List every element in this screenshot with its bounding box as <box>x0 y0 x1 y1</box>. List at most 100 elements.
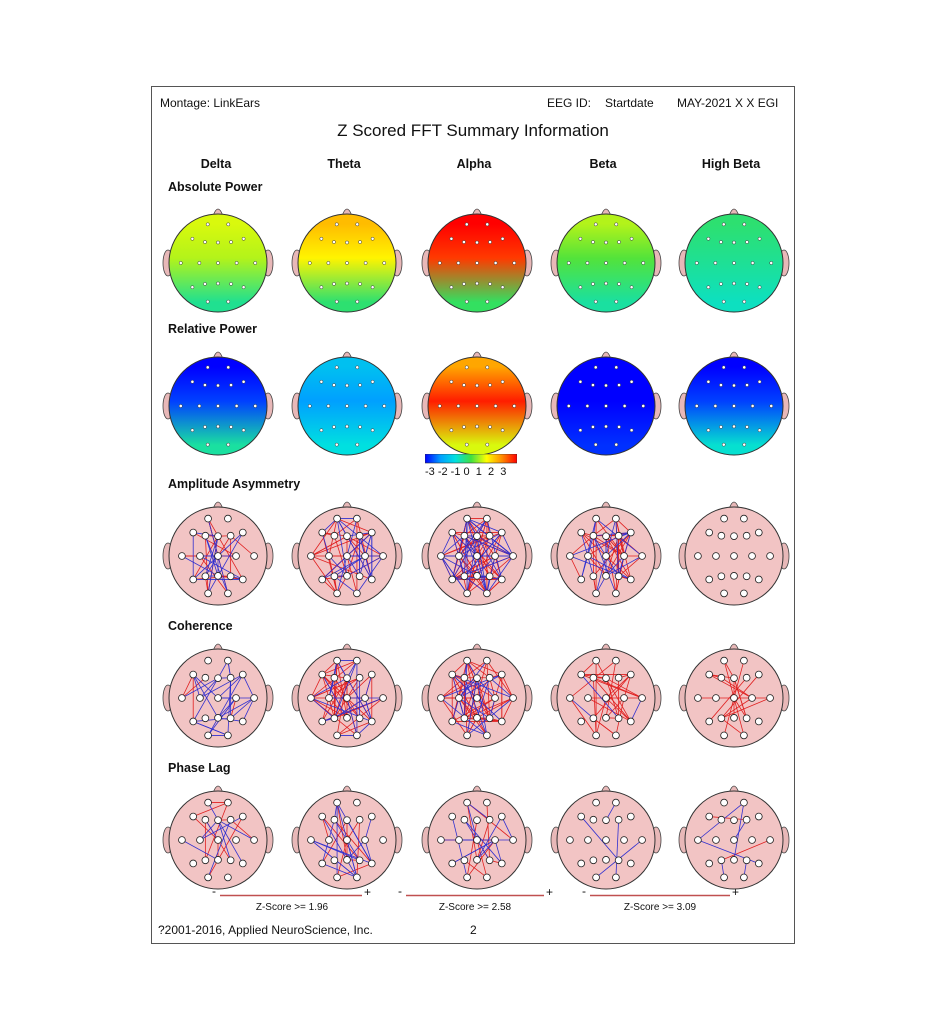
positive-link <box>181 674 194 699</box>
negative-link <box>207 674 244 736</box>
electrode-node <box>343 816 351 824</box>
electrode-node <box>238 812 247 821</box>
electrode-node <box>226 856 235 865</box>
electrode-node <box>204 589 212 598</box>
electrode-node <box>742 572 751 581</box>
electrode-dot <box>449 428 454 433</box>
electrode-dot <box>203 282 207 286</box>
negative-link <box>181 677 219 699</box>
electrode-node <box>473 714 481 722</box>
electrode-node <box>224 731 232 740</box>
positive-link <box>618 555 643 577</box>
electrode-node <box>353 798 361 807</box>
negative-link <box>242 697 255 722</box>
negative-link <box>440 555 468 594</box>
band-header-beta: Beta <box>589 157 617 171</box>
electrode-node <box>620 694 628 702</box>
electrode-node <box>748 694 756 702</box>
electrode-node <box>577 528 586 537</box>
head-svg <box>678 643 790 748</box>
positive-link <box>721 717 745 736</box>
electrode-dot <box>769 404 774 408</box>
positive-link <box>205 802 229 861</box>
positive-link <box>464 660 488 679</box>
electrode-dot <box>216 383 220 388</box>
electrode-dot <box>355 222 360 227</box>
electrode-node <box>612 514 620 523</box>
electrode-dot <box>197 404 202 408</box>
electrode-node <box>214 836 222 844</box>
electrode-dot <box>757 285 762 290</box>
electrode-dot <box>464 442 469 447</box>
electrode-node <box>730 714 738 722</box>
positive-link <box>486 660 491 719</box>
electrode-node <box>730 816 738 824</box>
electrode-node <box>463 656 471 665</box>
electrode-dot <box>706 285 711 290</box>
electrode-dot <box>629 428 634 433</box>
electrode-node <box>201 531 210 540</box>
electrode-node <box>330 572 339 581</box>
negative-link <box>466 802 490 821</box>
electrode-dot <box>719 425 723 429</box>
electrode-dot <box>190 428 195 433</box>
electrode-dot <box>732 424 736 429</box>
positive-link <box>721 839 771 861</box>
negative-link <box>476 535 514 557</box>
head-svg <box>291 643 403 748</box>
electrode-node <box>224 873 232 882</box>
positive-link <box>593 532 632 577</box>
electrode-dot <box>307 404 312 408</box>
electrode-dot <box>604 281 608 286</box>
phase-lag-beta-head <box>542 774 670 902</box>
electrode-node <box>720 731 728 740</box>
positive-link <box>466 660 478 718</box>
positive-link <box>489 555 514 577</box>
electrode-node <box>189 859 198 868</box>
electrode-node <box>612 873 620 882</box>
electrode-dot <box>593 442 598 447</box>
electrode-dot <box>721 442 726 447</box>
negative-link <box>334 555 366 577</box>
electrode-dot <box>226 442 231 447</box>
electrode-node <box>742 856 751 865</box>
electrode-node <box>448 859 457 868</box>
electrode-node <box>614 673 623 682</box>
electrode-node <box>740 873 748 882</box>
electrode-dot <box>205 442 210 447</box>
electrode-dot <box>593 365 598 370</box>
electrode-node <box>614 572 623 581</box>
electrode-node <box>717 714 726 723</box>
positive-link <box>605 535 632 580</box>
electrode-dot <box>345 240 349 245</box>
electrode-node <box>612 656 620 665</box>
electrode-node <box>705 859 714 868</box>
electrode-dot <box>216 404 220 408</box>
positive-link <box>569 535 594 557</box>
electrode-dot <box>241 379 246 384</box>
negative-link <box>192 674 201 699</box>
coherence-delta-head <box>154 632 282 760</box>
negative-link <box>199 677 219 699</box>
electrode-dot <box>641 261 646 265</box>
positive-link <box>615 535 620 594</box>
electrode-node <box>463 514 471 523</box>
electrode-node <box>577 575 586 584</box>
positive-link <box>334 518 358 537</box>
electrode-dot <box>326 404 331 408</box>
negative-link <box>321 532 330 557</box>
head-svg <box>162 785 274 890</box>
electrode-node <box>483 873 491 882</box>
electrode-node <box>214 532 222 540</box>
absolute-power-beta-head <box>542 197 670 325</box>
electrode-node <box>602 572 610 580</box>
electrode-node <box>448 717 457 726</box>
electrode-dot <box>742 299 747 304</box>
electrode-dot <box>382 261 387 265</box>
positive-link <box>593 717 617 736</box>
negative-link <box>476 677 491 718</box>
section-relative-power: Relative Power <box>168 322 257 336</box>
positive-link <box>476 839 488 878</box>
positive-link <box>181 677 206 699</box>
zscore-plus-3: + <box>732 885 740 899</box>
